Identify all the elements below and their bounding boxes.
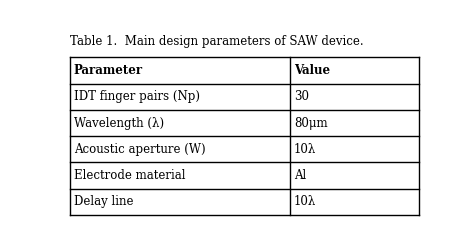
Text: Parameter: Parameter — [74, 64, 143, 77]
Text: Acoustic aperture (W): Acoustic aperture (W) — [74, 143, 206, 156]
Text: Al: Al — [294, 169, 306, 182]
Text: Value: Value — [294, 64, 330, 77]
Text: Electrode material: Electrode material — [74, 169, 185, 182]
Text: Table 1.  Main design parameters of SAW device.: Table 1. Main design parameters of SAW d… — [70, 35, 364, 49]
Text: 10λ: 10λ — [294, 143, 316, 156]
Text: Delay line: Delay line — [74, 195, 134, 208]
Text: 80μm: 80μm — [294, 117, 328, 130]
Text: Wavelength (λ): Wavelength (λ) — [74, 117, 164, 130]
Text: IDT finger pairs (Np): IDT finger pairs (Np) — [74, 90, 200, 103]
Text: 30: 30 — [294, 90, 309, 103]
Text: 10λ: 10λ — [294, 195, 316, 208]
